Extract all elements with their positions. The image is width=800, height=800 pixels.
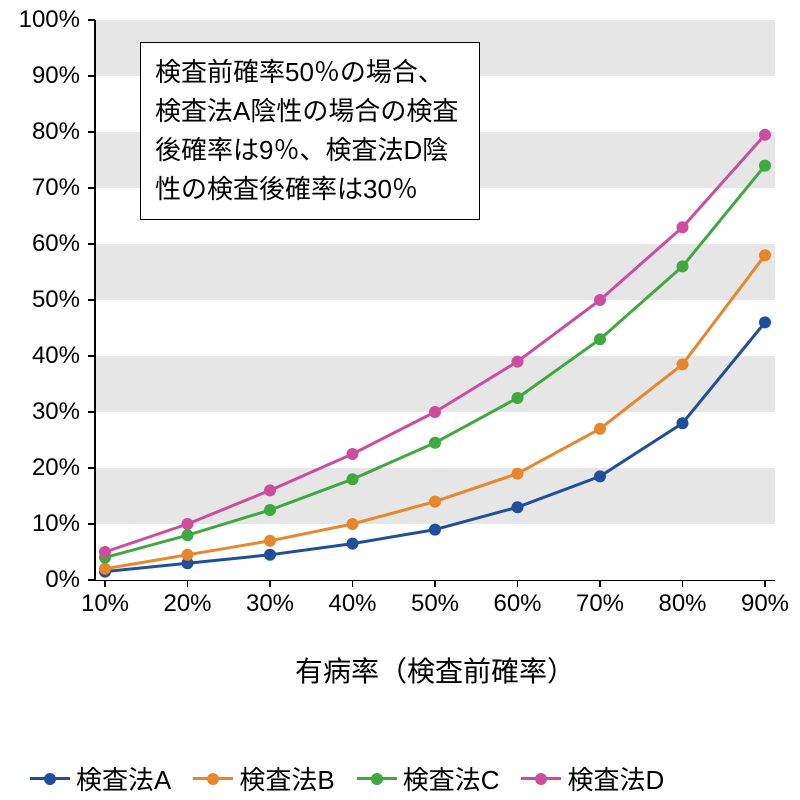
legend-label: 検査法A [76,760,171,797]
series-marker [429,406,441,418]
legend-label: 検査法B [239,760,334,797]
legend-marker [193,772,233,786]
legend-marker [357,772,397,786]
series-marker [264,535,276,547]
annotation-box: 検査前確率50％の場合、検査法A陰性の場合の検査後確率は9％、検査法D陰性の検査… [140,42,480,220]
series-marker [759,160,771,172]
series-marker [594,423,606,435]
series-marker [182,518,194,530]
legend-marker [30,772,70,786]
series-marker [264,504,276,516]
legend-item: 検査法D [521,760,664,797]
legend-item: 検査法B [193,760,334,797]
series-marker [264,484,276,496]
series-marker [429,496,441,508]
series-marker [759,249,771,261]
series-marker [677,260,689,272]
series-marker [512,501,524,513]
series-marker [182,549,194,561]
series-marker [429,524,441,536]
series-marker [264,549,276,561]
series-marker [512,356,524,368]
series-marker [347,538,359,550]
series-marker [512,392,524,404]
legend-label: 検査法D [567,760,664,797]
series-marker [677,358,689,370]
series-marker [99,563,111,575]
legend: 検査法A 検査法B 検査法C 検査法D [30,760,664,797]
series-marker [759,316,771,328]
series-marker [347,448,359,460]
series-marker [594,333,606,345]
line-chart: 0%10%20%30%40%50%60%70%80%90%100% 10%20%… [0,0,800,800]
series-marker [759,129,771,141]
series-marker [594,294,606,306]
series-marker [677,221,689,233]
series-marker [512,468,524,480]
series-marker [429,437,441,449]
x-axis-title: 有病率（検査前確率） [95,650,775,690]
series-marker [677,417,689,429]
series-marker [182,529,194,541]
series-marker [99,546,111,558]
series-marker [347,473,359,485]
legend-label: 検査法C [403,760,500,797]
legend-marker [521,772,561,786]
series-marker [594,470,606,482]
legend-item: 検査法A [30,760,171,797]
legend-item: 検査法C [357,760,500,797]
series-marker [347,518,359,530]
